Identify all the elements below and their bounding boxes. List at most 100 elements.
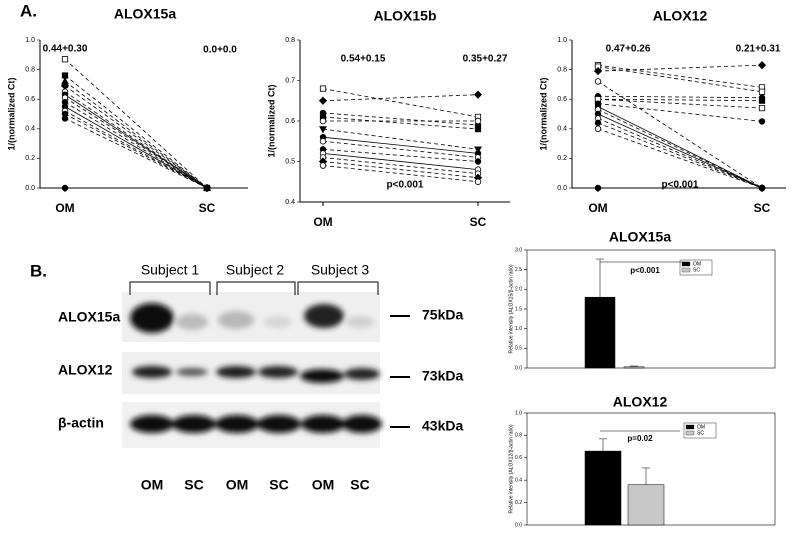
series-line (322, 148, 479, 162)
y-tick-label: 0.6 (285, 118, 295, 125)
size-label: 43kDa (422, 418, 463, 434)
legend-label: OM (697, 424, 705, 430)
annotation: p<0.001 (387, 180, 424, 191)
series-line (322, 112, 479, 126)
marker (593, 67, 603, 76)
series-line (597, 98, 763, 102)
series-line (597, 64, 763, 88)
legend-swatch (681, 261, 691, 267)
chart: ALOX12 0.0 0.2 0.4 0.6 0.8 1.0 1/(normalized Ct… (538, 8, 786, 215)
series-line (64, 58, 208, 189)
size-label: 75kDa (422, 307, 463, 323)
y-axis-label: 1/(normalized Ct) (266, 84, 276, 157)
lane-label: OM (226, 477, 249, 493)
series-line (64, 106, 208, 189)
annotation: p<0.001 (662, 180, 699, 191)
y-tick-label: 1.0 (25, 37, 35, 44)
annotation: 0.35+0.27 (463, 54, 508, 65)
x-tick-label: OM (55, 201, 74, 215)
y-tick-label: 0.6 (557, 96, 567, 103)
marker (594, 78, 602, 85)
legend-label: OM (693, 261, 701, 267)
annotation: 0.47+0.26 (606, 44, 651, 55)
panel-label: A. (20, 1, 37, 20)
series-line (64, 75, 208, 189)
x-tick-label: SC (754, 201, 771, 215)
annotation: 0.54+0.15 (341, 54, 386, 65)
western-blot (122, 281, 410, 448)
marker (474, 146, 482, 154)
chart-title: ALOX15b (373, 8, 436, 24)
series-line (597, 64, 763, 72)
y-tick-label: 0.4 (557, 126, 567, 133)
y-tick-label: 0.0 (515, 522, 522, 528)
subject-brackets (129, 281, 379, 295)
marker (61, 184, 69, 192)
series-line (64, 81, 208, 189)
marker (758, 88, 766, 95)
series-line (64, 110, 208, 189)
series-line (322, 94, 479, 102)
y-axis-label: 1/(normalized Ct) (538, 77, 548, 150)
marker (319, 85, 327, 92)
legend-box (679, 259, 713, 276)
legend-swatch (685, 424, 695, 430)
bar (584, 450, 622, 526)
y-tick-label: 0.0 (25, 185, 35, 192)
marker (61, 115, 69, 122)
series-line (322, 157, 479, 175)
blot-row-label: ALOX15a (58, 309, 120, 325)
y-tick-label: 0.8 (557, 66, 567, 73)
chart-title: ALOX12 (613, 394, 668, 410)
y-tick-label: 0.2 (25, 155, 35, 162)
marker (758, 104, 766, 112)
marker (319, 138, 327, 145)
marker (758, 118, 766, 125)
y-tick-label: 0.6 (515, 455, 522, 461)
y-tick-label: 0.2 (515, 500, 522, 506)
series-line (597, 128, 763, 189)
y-tick-label: 1.5 (515, 306, 522, 312)
y-axis-label: 1/(normalized Ct) (6, 77, 16, 150)
subject-label: Subject 2 (226, 262, 285, 278)
y-tick-label: 3.0 (515, 247, 522, 253)
blot-row-label: ALOX12 (58, 362, 113, 378)
marker (594, 125, 602, 132)
series-line (322, 88, 479, 118)
marker (473, 90, 483, 99)
annotation: p=0.02 (627, 434, 653, 443)
subject-label: Subject 1 (141, 262, 200, 278)
marker (474, 126, 482, 133)
y-tick-label: 0.5 (285, 158, 295, 165)
y-tick-label: 0.8 (25, 66, 35, 73)
bands (130, 303, 382, 433)
legend-label: SC (693, 267, 700, 273)
marker (594, 119, 602, 127)
marker (203, 184, 211, 192)
axis (299, 40, 510, 203)
axis (39, 40, 248, 189)
marker (474, 178, 482, 185)
lane-label: SC (184, 477, 203, 493)
subject-label: Subject 3 (311, 262, 370, 278)
marker (61, 56, 69, 63)
y-tick-label: 0.8 (285, 37, 295, 44)
size-label: 73kDa (422, 368, 463, 384)
bar (627, 484, 665, 526)
y-tick-label: 0.2 (557, 155, 567, 162)
series-line (322, 140, 479, 158)
series-line (322, 161, 479, 179)
lane-label: SC (350, 477, 369, 493)
size-markers (390, 315, 410, 428)
marker (757, 61, 767, 70)
legend-box (683, 422, 717, 439)
marker (319, 126, 327, 134)
y-tick-label: 2.0 (515, 287, 522, 293)
x-tick-label: SC (199, 201, 216, 215)
chart: ALOX15a 0.0 0.5 1.0 1.5 2.0 2.5 3.0 Relative int… (508, 229, 776, 371)
y-axis-label: Relative intensity (ALOX12/β-actin ratio… (508, 424, 514, 513)
lane-label: OM (312, 477, 335, 493)
series-line (597, 95, 763, 99)
marker (758, 97, 766, 104)
legend-label: SC (697, 430, 704, 436)
